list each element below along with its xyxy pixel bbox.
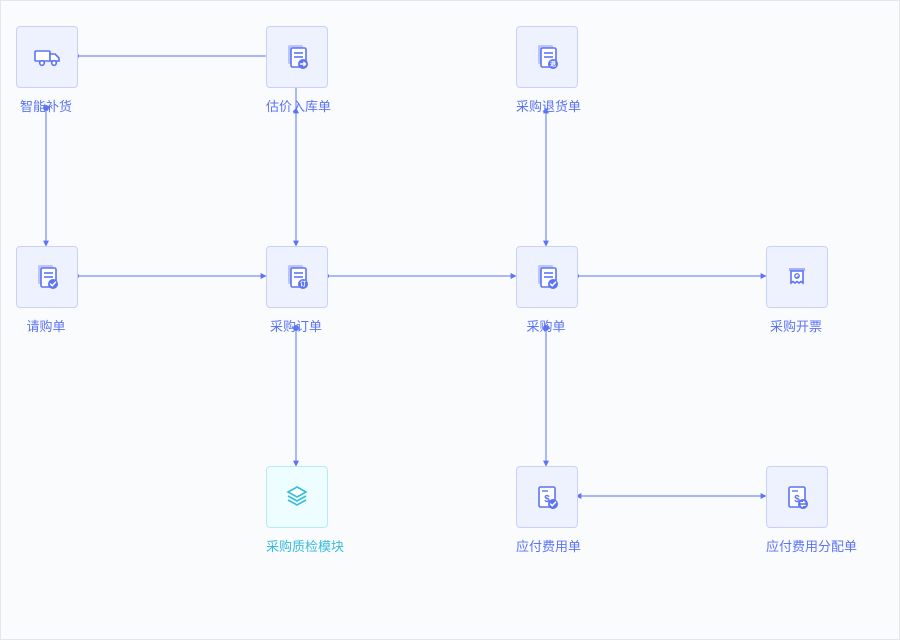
doc-check-icon	[516, 246, 578, 308]
node-qc[interactable]: 采购质检模块	[266, 466, 326, 555]
node-label: 采购订单	[266, 316, 326, 335]
doc-arrow-icon	[266, 26, 328, 88]
node-estimate[interactable]: 估价入库单	[266, 26, 326, 115]
svg-text:订: 订	[300, 280, 306, 288]
receipt-icon	[766, 246, 828, 308]
node-return[interactable]: 退 采购退货单	[516, 26, 576, 115]
node-label: 采购质检模块	[266, 536, 326, 555]
svg-text:退: 退	[550, 60, 556, 68]
node-alloc[interactable]: $ 应付费用分配单	[766, 466, 826, 555]
doc-money-icon: $	[516, 466, 578, 528]
node-label: 估价入库单	[266, 96, 326, 115]
node-label: 应付费用分配单	[766, 536, 826, 555]
node-request[interactable]: 请购单	[16, 246, 76, 335]
truck-icon	[16, 26, 78, 88]
doc-return-icon: 退	[516, 26, 578, 88]
doc-order-icon: 订	[266, 246, 328, 308]
node-label: 应付费用单	[516, 536, 576, 555]
flowchart-canvas: 智能补货 估价入库单 退 采购退货单 请购单	[0, 0, 900, 640]
node-smart[interactable]: 智能补货	[16, 26, 76, 115]
node-purchase[interactable]: 采购单	[516, 246, 576, 335]
node-label: 采购单	[516, 316, 576, 335]
node-payable[interactable]: $ 应付费用单	[516, 466, 576, 555]
doc-check-icon	[16, 246, 78, 308]
layers-icon	[266, 466, 328, 528]
node-label: 采购退货单	[516, 96, 576, 115]
node-label: 请购单	[16, 316, 76, 335]
node-label: 采购开票	[766, 316, 826, 335]
node-invoice[interactable]: 采购开票	[766, 246, 826, 335]
node-order[interactable]: 订 采购订单	[266, 246, 326, 335]
edge-smart-order	[76, 56, 296, 246]
node-label: 智能补货	[16, 96, 76, 115]
doc-swap-icon: $	[766, 466, 828, 528]
